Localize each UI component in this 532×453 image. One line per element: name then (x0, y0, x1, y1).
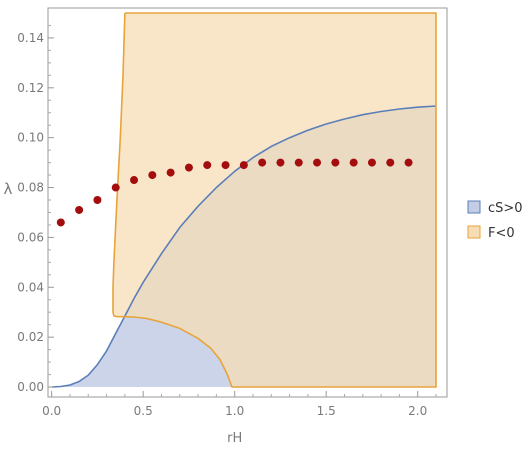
scatter-point (93, 196, 102, 205)
scatter-point (367, 158, 376, 167)
regions-layer (51, 12, 437, 388)
region-f-negative-boundary (112, 12, 437, 388)
scatter-point (239, 161, 248, 170)
x-axis-label: rH (227, 431, 242, 446)
scatter-point (404, 158, 413, 167)
x-tick-label: 2.0 (408, 404, 427, 418)
region-cs-positive-boundary (51, 105, 437, 388)
y-tick-label: 0.08 (17, 181, 44, 195)
x-axis-ticks: 0.0 0.5 1.0 1.5 2.0 (42, 391, 437, 418)
scatter-point (386, 158, 395, 167)
scatter-point (313, 158, 322, 167)
scatter-point (130, 176, 139, 185)
y-tick-label: 0.14 (17, 31, 44, 45)
scatter-point (221, 161, 230, 170)
legend-swatch-cs-positive (467, 200, 481, 214)
scatter-point (294, 158, 303, 167)
y-tick-label: 0.06 (17, 230, 44, 244)
scatter-point (258, 158, 267, 167)
scatter-point (56, 218, 65, 227)
scatter-point (331, 158, 340, 167)
y-tick-label: 0.04 (17, 280, 44, 294)
scatter-point (184, 163, 193, 172)
x-tick-label: 0.5 (134, 404, 153, 418)
plot-frame (47, 7, 448, 398)
scatter-point (203, 161, 212, 170)
scatter-point (111, 183, 120, 192)
y-tick-label: 0.02 (17, 330, 44, 344)
legend-swatch-f-negative (467, 225, 481, 239)
x-tick-label: 0.0 (42, 404, 61, 418)
y-tick-label: 0.10 (17, 131, 44, 145)
scatter-point (148, 171, 157, 180)
legend-label-f-negative: F<0 (488, 226, 515, 241)
legend: cS>0 F<0 (467, 200, 523, 241)
y-tick-label: 0.12 (17, 81, 44, 95)
region-f-negative-fill (113, 13, 436, 387)
y-axis-label: λ (4, 180, 13, 198)
scatter-point (166, 168, 175, 177)
scatter-point (276, 158, 285, 167)
legend-label-cs-positive: cS>0 (488, 201, 523, 216)
scatter-points (56, 158, 413, 227)
y-axis-ticks: 0.00 0.02 0.04 0.06 0.08 0.10 0.12 0.14 (17, 24, 54, 394)
x-tick-label: 1.0 (225, 404, 244, 418)
scatter-point (349, 158, 358, 167)
x-tick-label: 1.5 (317, 404, 336, 418)
y-tick-label: 0.00 (17, 380, 44, 394)
scatter-point (75, 205, 84, 214)
